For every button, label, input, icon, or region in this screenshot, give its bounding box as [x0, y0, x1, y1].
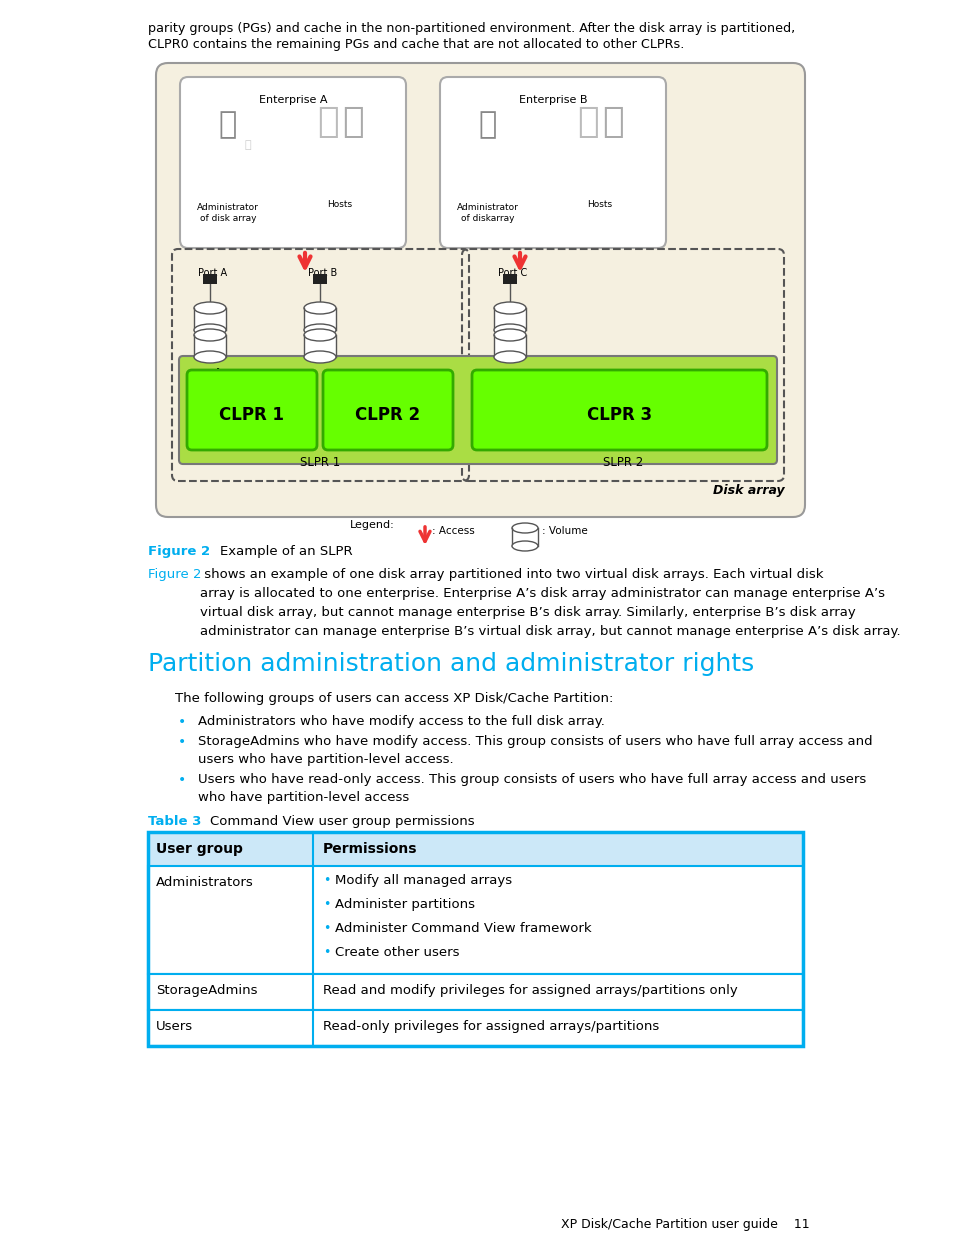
Ellipse shape [494, 351, 525, 363]
Text: •: • [323, 923, 330, 935]
Bar [148, 866, 802, 974]
Text: Administrators who have modify access to the full disk array.: Administrators who have modify access to… [198, 715, 604, 727]
Text: Read-only privileges for assigned arrays/partitions: Read-only privileges for assigned arrays… [323, 1020, 659, 1032]
Text: Administrator
of diskarray: Administrator of diskarray [456, 203, 518, 224]
Text: Enterprise A: Enterprise A [258, 95, 327, 105]
FancyBboxPatch shape [193, 335, 226, 357]
FancyBboxPatch shape [156, 63, 804, 517]
Text: Administrators: Administrators [156, 876, 253, 889]
Text: CLPR 1: CLPR 1 [219, 406, 284, 424]
Text: User group: User group [156, 842, 243, 856]
Text: Figure 2: Figure 2 [148, 568, 201, 580]
Text: The following groups of users can access XP Disk/Cache Partition:: The following groups of users can access… [174, 692, 613, 705]
Text: Administer partitions: Administer partitions [335, 898, 475, 911]
Text: StorageAdmins who have modify access. This group consists of users who have full: StorageAdmins who have modify access. Th… [198, 735, 872, 766]
FancyBboxPatch shape [304, 308, 335, 330]
FancyBboxPatch shape [323, 370, 453, 450]
Ellipse shape [494, 329, 525, 341]
Ellipse shape [512, 541, 537, 551]
Text: Figure 2: Figure 2 [148, 545, 210, 558]
Bar [148, 974, 802, 1010]
Text: CLPR 3: CLPR 3 [586, 406, 652, 424]
FancyBboxPatch shape [179, 356, 776, 464]
Text: Port B: Port B [308, 268, 337, 278]
Text: 👤: 👤 [478, 110, 497, 140]
Text: Command View user group permissions: Command View user group permissions [210, 815, 475, 827]
Text: 🗄: 🗄 [577, 105, 598, 140]
Text: •: • [178, 715, 186, 729]
Text: XP Disk/Cache Partition user guide    11: XP Disk/Cache Partition user guide 11 [560, 1218, 809, 1231]
Text: •: • [323, 874, 330, 887]
FancyBboxPatch shape [472, 370, 766, 450]
Ellipse shape [494, 324, 525, 336]
Ellipse shape [304, 324, 335, 336]
Text: •: • [178, 735, 186, 748]
Text: CLPR0 contains the remaining PGs and cache that are not allocated to other CLPRs: CLPR0 contains the remaining PGs and cac… [148, 38, 683, 51]
Ellipse shape [193, 324, 226, 336]
Text: shows an example of one disk array partitioned into two virtual disk arrays. Eac: shows an example of one disk array parti… [200, 568, 900, 638]
Text: •: • [178, 773, 186, 787]
Text: Hosts: Hosts [327, 200, 353, 209]
Text: Enterprise B: Enterprise B [518, 95, 587, 105]
Text: Hosts: Hosts [587, 200, 612, 209]
Text: Cache Memory: Cache Memory [191, 368, 294, 382]
Text: Create other users: Create other users [335, 946, 459, 960]
Ellipse shape [304, 303, 335, 314]
Text: ⬛: ⬛ [244, 140, 251, 149]
Text: 👤: 👤 [218, 110, 237, 140]
Text: 🗄: 🗄 [316, 105, 338, 140]
Text: Read and modify privileges for assigned arrays/partitions only: Read and modify privileges for assigned … [323, 984, 737, 997]
Text: parity groups (PGs) and cache in the non-partitioned environment. After the disk: parity groups (PGs) and cache in the non… [148, 22, 795, 35]
Bar [203, 274, 216, 284]
FancyBboxPatch shape [180, 77, 406, 248]
Ellipse shape [512, 522, 537, 534]
Text: Partition administration and administrator rights: Partition administration and administrat… [148, 652, 754, 676]
Text: Port A: Port A [198, 268, 227, 278]
Text: : Access: : Access [432, 526, 475, 536]
FancyBboxPatch shape [439, 77, 665, 248]
Bar [502, 274, 517, 284]
Text: Port C: Port C [497, 268, 527, 278]
FancyBboxPatch shape [494, 308, 525, 330]
Bar [148, 1010, 802, 1046]
Bar [148, 832, 802, 1046]
FancyBboxPatch shape [512, 529, 537, 546]
Text: •: • [323, 946, 330, 960]
Text: 🗄: 🗄 [342, 105, 363, 140]
Text: Users who have read-only access. This group consists of users who have full arra: Users who have read-only access. This gr… [198, 773, 865, 804]
Bar [313, 274, 327, 284]
Text: : Volume: : Volume [541, 526, 587, 536]
Text: Users: Users [156, 1020, 193, 1032]
FancyBboxPatch shape [304, 335, 335, 357]
Text: SLPR 1: SLPR 1 [300, 456, 340, 469]
FancyBboxPatch shape [494, 335, 525, 357]
Text: •: • [323, 898, 330, 911]
Text: SLPR 2: SLPR 2 [602, 456, 642, 469]
Ellipse shape [494, 303, 525, 314]
Text: Administrator
of disk array: Administrator of disk array [197, 203, 258, 224]
Ellipse shape [304, 329, 335, 341]
Bar [148, 832, 802, 866]
Text: Modify all managed arrays: Modify all managed arrays [335, 874, 512, 887]
Text: Permissions: Permissions [323, 842, 417, 856]
FancyBboxPatch shape [193, 308, 226, 330]
Ellipse shape [193, 303, 226, 314]
Text: Administer Command View framework: Administer Command View framework [335, 923, 591, 935]
Text: Example of an SLPR: Example of an SLPR [220, 545, 353, 558]
Text: StorageAdmins: StorageAdmins [156, 984, 257, 997]
Text: Disk array: Disk array [713, 484, 784, 496]
Ellipse shape [193, 351, 226, 363]
Text: Legend:: Legend: [350, 520, 395, 530]
Text: CLPR 2: CLPR 2 [355, 406, 420, 424]
FancyBboxPatch shape [187, 370, 316, 450]
Ellipse shape [304, 351, 335, 363]
Text: 🗄: 🗄 [601, 105, 623, 140]
Text: Table 3: Table 3 [148, 815, 201, 827]
Ellipse shape [193, 329, 226, 341]
